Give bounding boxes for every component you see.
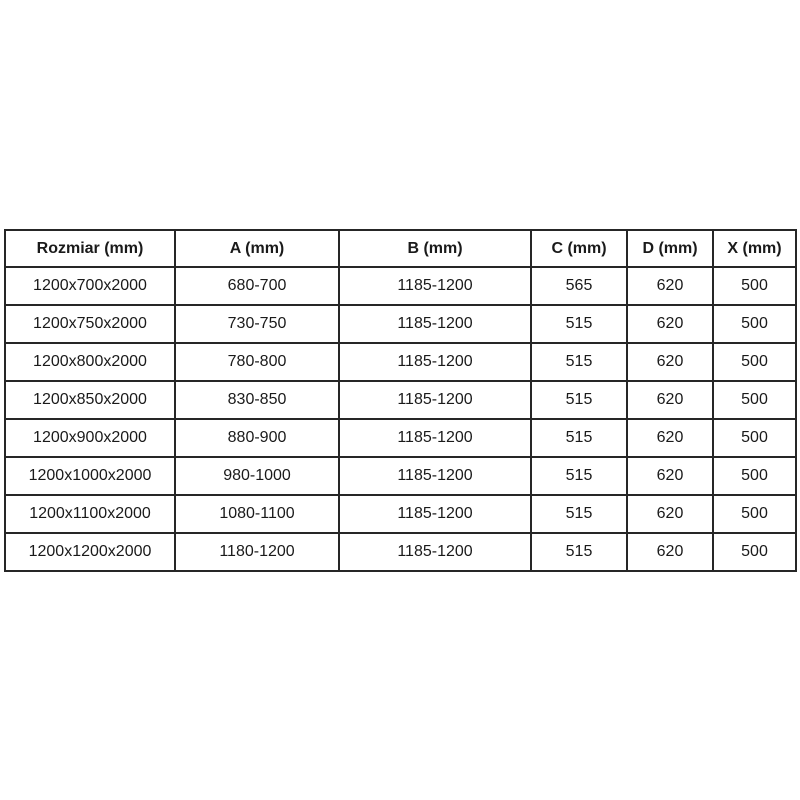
table-cell: 1185-1200	[338, 418, 532, 458]
table-cell: 515	[530, 532, 628, 572]
table-cell: 620	[626, 418, 714, 458]
table-cell: 500	[712, 304, 797, 344]
table-row: 1200x700x2000 680-700 1185-1200 565 620 500	[4, 266, 797, 306]
table-cell: 620	[626, 532, 714, 572]
column-header: X (mm)	[712, 229, 797, 268]
table-cell: 500	[712, 380, 797, 420]
table-cell: 1185-1200	[338, 532, 532, 572]
table-cell: 1200x750x2000	[4, 304, 176, 344]
table-row: 1200x800x2000 780-800 1185-1200 515 620 500	[4, 342, 797, 382]
table-cell: 730-750	[174, 304, 340, 344]
table-cell: 500	[712, 342, 797, 382]
table-cell: 1200x1200x2000	[4, 532, 176, 572]
table-cell: 980-1000	[174, 456, 340, 496]
table-cell: 1200x800x2000	[4, 342, 176, 382]
column-header: C (mm)	[530, 229, 628, 268]
table-row: 1200x1000x2000 980-1000 1185-1200 515 620 500	[4, 456, 797, 496]
table-row: 1200x900x2000 880-900 1185-1200 515 620 500	[4, 418, 797, 458]
table-body: 1200x700x2000 680-700 1185-1200 565 620 500 12…	[4, 266, 797, 572]
table-cell: 620	[626, 456, 714, 496]
table-header-row: Rozmiar (mm) A (mm) B (mm) C (mm) D (mm) X (m…	[4, 229, 797, 268]
table-cell: 500	[712, 456, 797, 496]
table-cell: 515	[530, 418, 628, 458]
table-cell: 1185-1200	[338, 342, 532, 382]
table-cell: 1200x1000x2000	[4, 456, 176, 496]
table-cell: 620	[626, 266, 714, 306]
table-row: 1200x850x2000 830-850 1185-1200 515 620 500	[4, 380, 797, 420]
table-cell: 1200x1100x2000	[4, 494, 176, 534]
table-cell: 780-800	[174, 342, 340, 382]
table-cell: 1185-1200	[338, 494, 532, 534]
table-cell: 680-700	[174, 266, 340, 306]
column-header: Rozmiar (mm)	[4, 229, 176, 268]
table-cell: 620	[626, 304, 714, 344]
table-cell: 880-900	[174, 418, 340, 458]
table-cell: 515	[530, 380, 628, 420]
table-cell: 500	[712, 418, 797, 458]
column-header: A (mm)	[174, 229, 340, 268]
table-cell: 515	[530, 304, 628, 344]
size-spec-table: Rozmiar (mm) A (mm) B (mm) C (mm) D (mm) X (m…	[4, 229, 797, 572]
table-row: 1200x1200x2000 1180-1200 1185-1200 515 620 50…	[4, 532, 797, 572]
column-header: D (mm)	[626, 229, 714, 268]
table-cell: 1200x900x2000	[4, 418, 176, 458]
table-cell: 1185-1200	[338, 380, 532, 420]
table-cell: 830-850	[174, 380, 340, 420]
table-cell: 1185-1200	[338, 304, 532, 344]
table-cell: 515	[530, 456, 628, 496]
table-cell: 515	[530, 342, 628, 382]
table-cell: 620	[626, 342, 714, 382]
table-row: 1200x750x2000 730-750 1185-1200 515 620 500	[4, 304, 797, 344]
table-cell: 1200x700x2000	[4, 266, 176, 306]
table-cell: 1080-1100	[174, 494, 340, 534]
table-cell: 565	[530, 266, 628, 306]
table-cell: 500	[712, 532, 797, 572]
table-row: 1200x1100x2000 1080-1100 1185-1200 515 620 50…	[4, 494, 797, 534]
table-cell: 1185-1200	[338, 266, 532, 306]
table-cell: 1185-1200	[338, 456, 532, 496]
table-cell: 500	[712, 494, 797, 534]
table-cell: 515	[530, 494, 628, 534]
table-cell: 500	[712, 266, 797, 306]
table-cell: 1180-1200	[174, 532, 340, 572]
table-cell: 620	[626, 494, 714, 534]
column-header: B (mm)	[338, 229, 532, 268]
table-cell: 620	[626, 380, 714, 420]
table-cell: 1200x850x2000	[4, 380, 176, 420]
